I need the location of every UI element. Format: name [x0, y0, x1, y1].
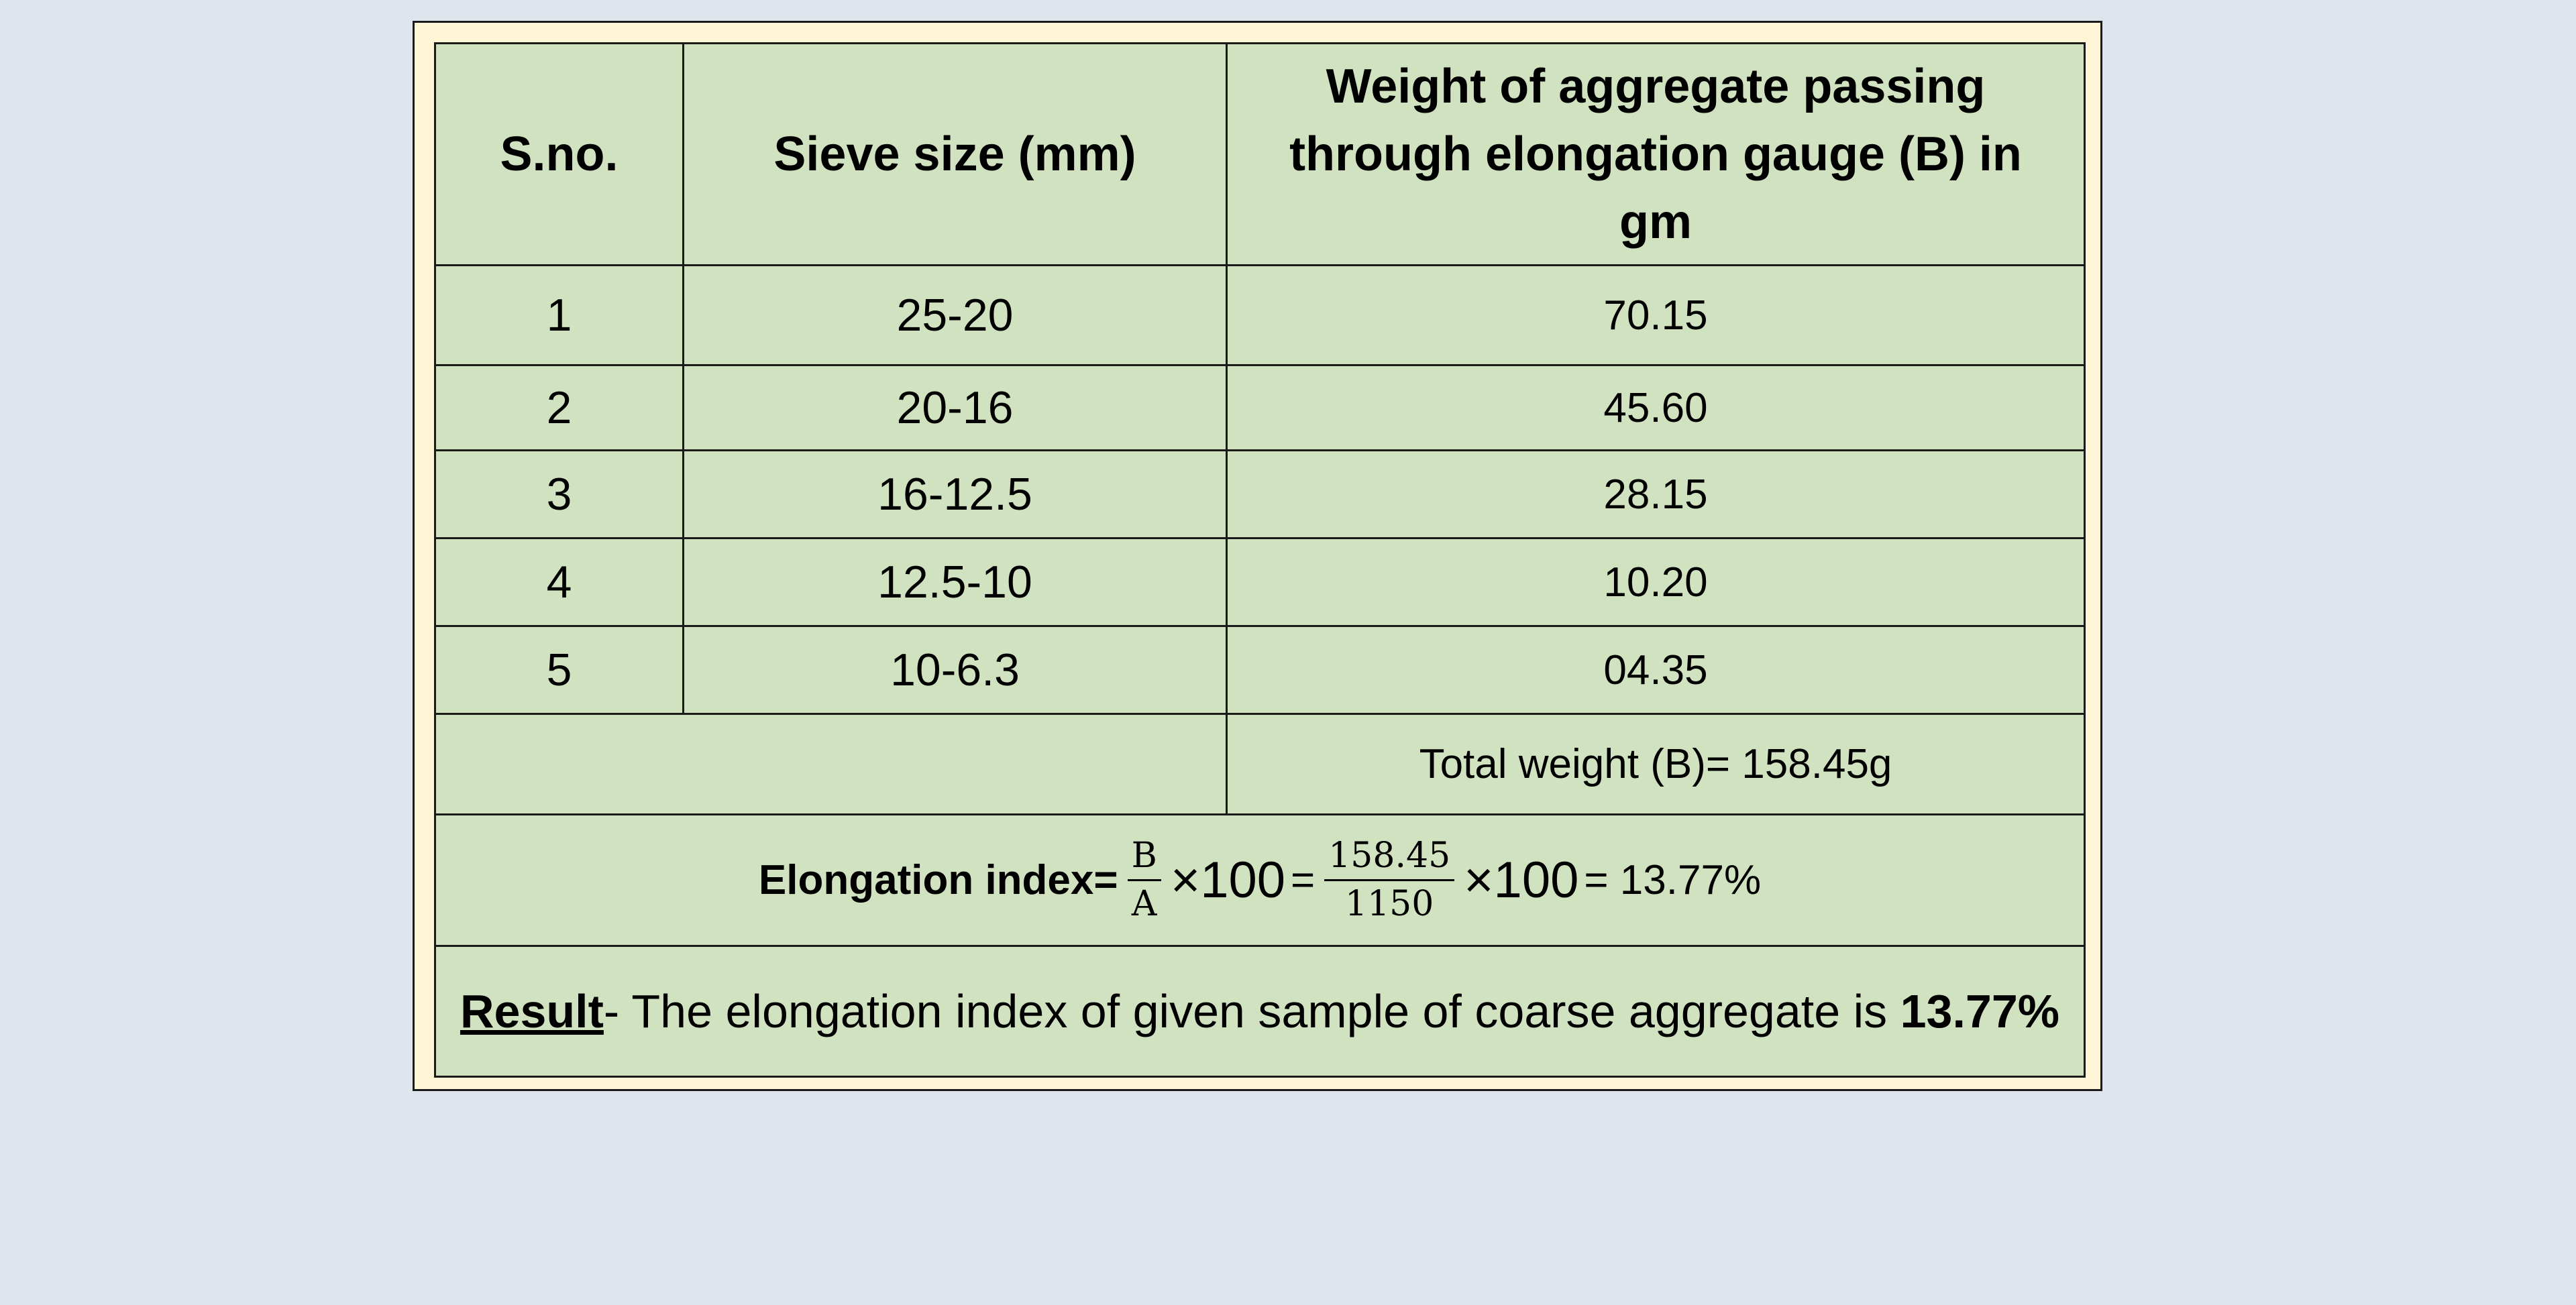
header-weight: Weight of aggregate passing through elon…	[1226, 42, 2086, 266]
cell-sno: 1	[434, 264, 684, 366]
fraction-values: 158.45 1150	[1324, 836, 1455, 924]
fraction-numerator: 158.45	[1324, 836, 1455, 881]
result-text: - The elongation index of given sample o…	[603, 985, 1900, 1037]
formula-result: = 13.77%	[1584, 857, 1762, 903]
cell-weight: 70.15	[1226, 264, 2086, 366]
fraction-denominator: 1150	[1345, 884, 1434, 924]
header-row: S.no. Sieve size (mm) Weight of aggregat…	[434, 42, 2086, 266]
table-row: 5 10-6.3 04.35	[434, 625, 2086, 715]
result-cell: Result- The elongation index of given sa…	[434, 945, 2086, 1078]
formula-row: Elongation index= B A ×100 = 158.45 1150…	[434, 813, 2086, 947]
fraction-denominator: A	[1131, 884, 1157, 924]
total-weight: Total weight (B)= 158.45g	[1226, 713, 2086, 815]
header-weight-line2: through elongation gauge (B) in	[1289, 127, 2022, 181]
cell-weight: 28.15	[1226, 449, 2086, 539]
table-frame: S.no. Sieve size (mm) Weight of aggregat…	[413, 21, 2102, 1091]
cell-sno: 4	[434, 537, 684, 627]
total-row: Total weight (B)= 158.45g	[434, 713, 2086, 815]
table-row: 2 20-16 45.60	[434, 364, 2086, 451]
result-row: Result- The elongation index of given sa…	[434, 945, 2086, 1078]
fraction-numerator: B	[1127, 836, 1161, 881]
table-row: 3 16-12.5 28.15	[434, 449, 2086, 539]
cell-sieve: 25-20	[682, 264, 1228, 366]
cell-sieve: 20-16	[682, 364, 1228, 451]
formula-cell: Elongation index= B A ×100 = 158.45 1150…	[434, 813, 2086, 947]
cell-sno: 5	[434, 625, 684, 715]
header-weight-line3: gm	[1619, 194, 1692, 249]
header-weight-line1: Weight of aggregate passing	[1326, 59, 1986, 113]
cell-weight: 45.60	[1226, 364, 2086, 451]
cell-sieve: 10-6.3	[682, 625, 1228, 715]
cell-weight: 10.20	[1226, 537, 2086, 627]
cell-sno: 3	[434, 449, 684, 539]
cell-sieve: 16-12.5	[682, 449, 1228, 539]
cell-sno: 2	[434, 364, 684, 451]
header-sno: S.no.	[434, 42, 684, 266]
elongation-table: S.no. Sieve size (mm) Weight of aggregat…	[434, 42, 2086, 1078]
formula-label: Elongation index=	[758, 857, 1118, 903]
times-hundred: ×100	[1464, 852, 1579, 909]
cell-sieve: 12.5-10	[682, 537, 1228, 627]
table-row: 1 25-20 70.15	[434, 264, 2086, 366]
total-empty-cell	[434, 713, 1228, 815]
result-value: 13.77%	[1900, 985, 2060, 1037]
header-sieve-size: Sieve size (mm)	[682, 42, 1228, 266]
times-hundred: ×100	[1170, 852, 1285, 909]
elongation-formula: Elongation index= B A ×100 = 158.45 1150…	[758, 836, 1762, 924]
fraction-b-over-a: B A	[1127, 836, 1161, 924]
cell-weight: 04.35	[1226, 625, 2086, 715]
result-label: Result	[460, 985, 604, 1037]
equals-sign: =	[1291, 857, 1316, 903]
table-row: 4 12.5-10 10.20	[434, 537, 2086, 627]
